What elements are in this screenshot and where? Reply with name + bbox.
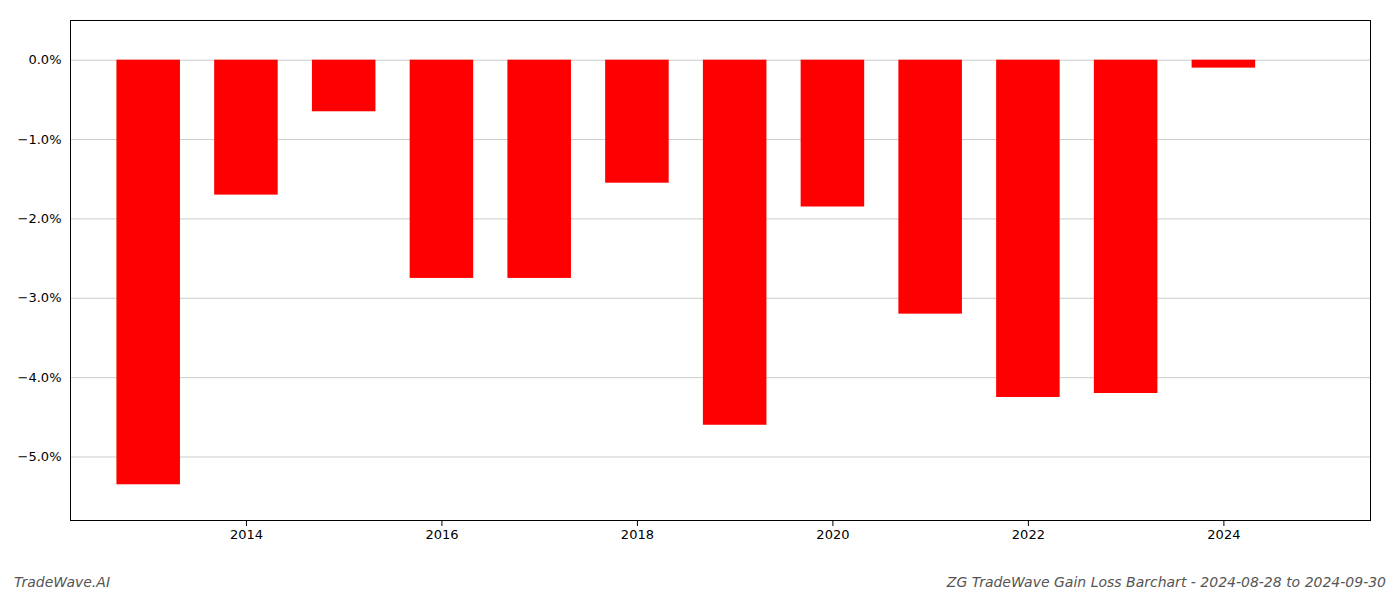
svg-text:−1.0%: −1.0% [18,132,62,147]
svg-text:2018: 2018 [621,527,654,542]
svg-text:−5.0%: −5.0% [18,449,62,464]
svg-text:−2.0%: −2.0% [18,211,62,226]
svg-text:0.0%: 0.0% [28,52,61,67]
svg-text:2024: 2024 [1207,527,1240,542]
html-text:ZG TradeWave Gain Loss Barchar: ZG TradeWave Gain Loss Barchart - 2024-0… [946,574,1386,590]
svg-text:2014: 2014 [230,527,263,542]
svg-text:2022: 2022 [1012,527,1045,542]
svg-text:−3.0%: −3.0% [18,290,62,305]
svg-text:2020: 2020 [816,527,849,542]
svg-text:−4.0%: −4.0% [18,370,62,385]
svg-text:2016: 2016 [425,527,458,542]
html-text:TradeWave.AI: TradeWave.AI [14,574,110,590]
